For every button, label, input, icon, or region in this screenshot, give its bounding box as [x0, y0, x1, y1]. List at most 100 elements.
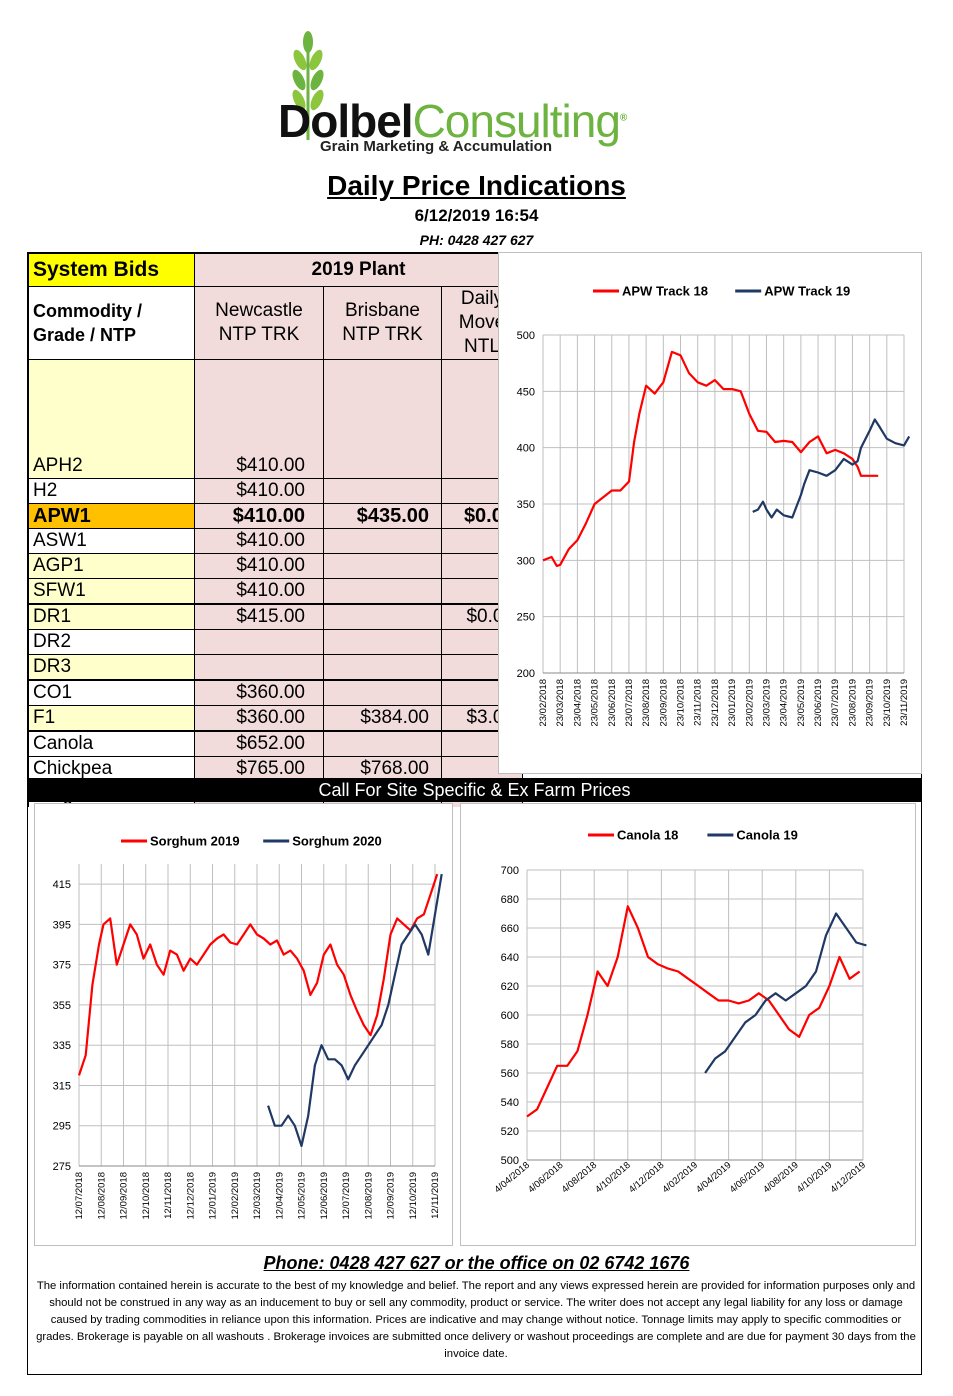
x-tick-label: 23/04/2019	[779, 679, 790, 727]
x-tick-label: 12/03/2019	[252, 1172, 263, 1220]
wheat-icon	[292, 31, 324, 140]
commodity-cell: DR2	[28, 629, 195, 655]
x-tick-label: 4/10/2019	[795, 1160, 834, 1196]
canola-chart-svg: 500 520 540 560 580 600 620 640 660 680 700 4/04/20…	[492, 828, 867, 1196]
x-tick-label: 23/09/2019	[865, 679, 876, 727]
brisbane-price-cell	[323, 603, 442, 630]
blank-cell	[323, 359, 442, 454]
logo-tagline: Grain Marketing & Accumulation	[320, 138, 552, 155]
x-tick-label: 4/06/2018	[526, 1160, 565, 1196]
commodity-column-header: Commodity / Grade / NTP	[28, 286, 195, 360]
x-tick-label: 23/02/2018	[538, 679, 549, 727]
table-row: APW1 $410.00 $435.00 $0.00	[28, 503, 523, 529]
plant-header: 2019 Plant	[194, 253, 523, 287]
x-tick-label: 23/10/2018	[676, 679, 687, 727]
x-tick-label: 12/10/2019	[408, 1172, 419, 1220]
legend-label: Sorghum 2020	[292, 834, 382, 849]
y-tick-label: 580	[501, 1039, 519, 1051]
logo-brand-dark: Dolbel	[278, 95, 414, 147]
x-tick-label: 12/11/2019	[430, 1172, 441, 1219]
newcastle-price-cell: $410.00	[194, 503, 324, 529]
series-line	[526, 905, 861, 1118]
series-line	[77, 873, 439, 1076]
newcastle-price-cell: $410.00	[194, 454, 324, 479]
commodity-cell: APW1	[28, 503, 195, 529]
series-line	[752, 418, 911, 519]
x-tick-label: 12/10/2018	[141, 1172, 152, 1220]
table-row: DR1 $415.00 $0.00	[28, 603, 523, 630]
newcastle-column-header: Newcastle NTP TRK	[194, 286, 324, 360]
x-tick-label: 4/02/2019	[660, 1160, 699, 1196]
y-tick-label: 500	[517, 330, 535, 342]
footer-phone: Phone: 0428 427 627 or the office on 02 …	[263, 1253, 690, 1273]
y-tick-label: 600	[501, 1010, 519, 1022]
newcastle-price-cell	[194, 654, 324, 680]
newcastle-price-cell: $410.00	[194, 478, 324, 504]
x-tick-label: 12/01/2019	[208, 1172, 219, 1220]
y-tick-label: 400	[517, 443, 535, 455]
y-tick-label: 375	[53, 960, 71, 972]
newcastle-price-cell: $360.00	[194, 705, 324, 731]
x-tick-label: 23/01/2019	[727, 679, 738, 727]
commodity-cell: AGP1	[28, 553, 195, 579]
logo-wordmark: DolbelConsulting®	[278, 95, 627, 147]
x-tick-label: 23/04/2018	[572, 679, 583, 727]
brisbane-price-cell	[323, 730, 442, 757]
canola-chart: 500 520 540 560 580 600 620 640 660 680 700 4/04/20…	[460, 803, 916, 1246]
x-tick-label: 12/09/2019	[386, 1172, 397, 1220]
x-tick-label: 23/07/2018	[624, 679, 635, 727]
y-tick-label: 700	[501, 865, 519, 877]
x-tick-label: 23/10/2019	[882, 679, 893, 727]
x-tick-label: 12/06/2019	[319, 1172, 330, 1220]
x-tick-label: 12/04/2019	[274, 1172, 285, 1220]
x-tick-label: 4/08/2019	[761, 1160, 800, 1196]
y-tick-label: 355	[53, 1000, 71, 1012]
x-tick-label: 23/09/2018	[658, 679, 669, 727]
brisbane-price-cell	[323, 679, 442, 706]
y-tick-label: 660	[501, 923, 519, 935]
report-frame	[27, 252, 922, 1375]
brisbane-price-cell: $435.00	[323, 503, 442, 529]
newcastle-price-cell: $765.00	[194, 756, 324, 782]
blank-cell	[194, 359, 324, 454]
y-tick-label: 350	[517, 499, 535, 511]
brisbane-price-cell	[323, 528, 442, 554]
y-tick-label: 520	[501, 1126, 519, 1138]
x-tick-label: 4/08/2018	[560, 1160, 599, 1196]
header-phone: PH: 0428 427 627	[419, 232, 534, 248]
commodity-cell: DR1	[28, 603, 195, 630]
newcastle-price-cell: $415.00	[194, 603, 324, 630]
brisbane-price-cell	[323, 654, 442, 680]
y-tick-label: 500	[501, 1155, 519, 1167]
y-tick-label: 640	[501, 952, 519, 964]
legend-label: Canola 18	[617, 828, 678, 843]
x-tick-label: 23/08/2018	[641, 679, 652, 727]
legend-label: Canola 19	[736, 828, 797, 843]
x-tick-label: 12/02/2019	[230, 1172, 241, 1220]
table-row: DR3	[28, 654, 523, 680]
table-row: DR2	[28, 629, 523, 655]
company-logo: DolbelConsulting® Grain Marketing & Accu…	[270, 30, 690, 160]
commodity-cell: CO1	[28, 679, 195, 706]
apw-chart: 200 250 300 350 400 450 500 23/02/2018 23/03/201…	[498, 252, 922, 774]
y-tick-label: 250	[517, 612, 535, 624]
table-row: Canola $652.00	[28, 730, 523, 757]
x-tick-label: 23/03/2018	[555, 679, 566, 727]
commodity-cell: ASW1	[28, 528, 195, 554]
table-row: SFW1 $410.00	[28, 578, 523, 604]
table-row: APH2 $410.00	[28, 454, 523, 479]
table-row: CO1 $360.00	[28, 679, 523, 706]
brisbane-column-header: Brisbane NTP TRK	[323, 286, 442, 360]
legend-label: APW Track 19	[764, 284, 850, 299]
disclaimer: The information contained herein is accu…	[36, 1280, 916, 1360]
commodity-cell: SFW1	[28, 578, 195, 604]
brisbane-price-cell: $384.00	[323, 705, 442, 731]
table-row: H2 $410.00	[28, 478, 523, 504]
newcastle-price-cell: $410.00	[194, 578, 324, 604]
commodity-cell: F1	[28, 705, 195, 731]
y-tick-label: 295	[53, 1121, 71, 1133]
series-line	[704, 912, 867, 1074]
commodity-cell: H2	[28, 478, 195, 504]
page-title: Daily Price Indications	[327, 170, 626, 201]
y-tick-label: 315	[53, 1080, 71, 1092]
